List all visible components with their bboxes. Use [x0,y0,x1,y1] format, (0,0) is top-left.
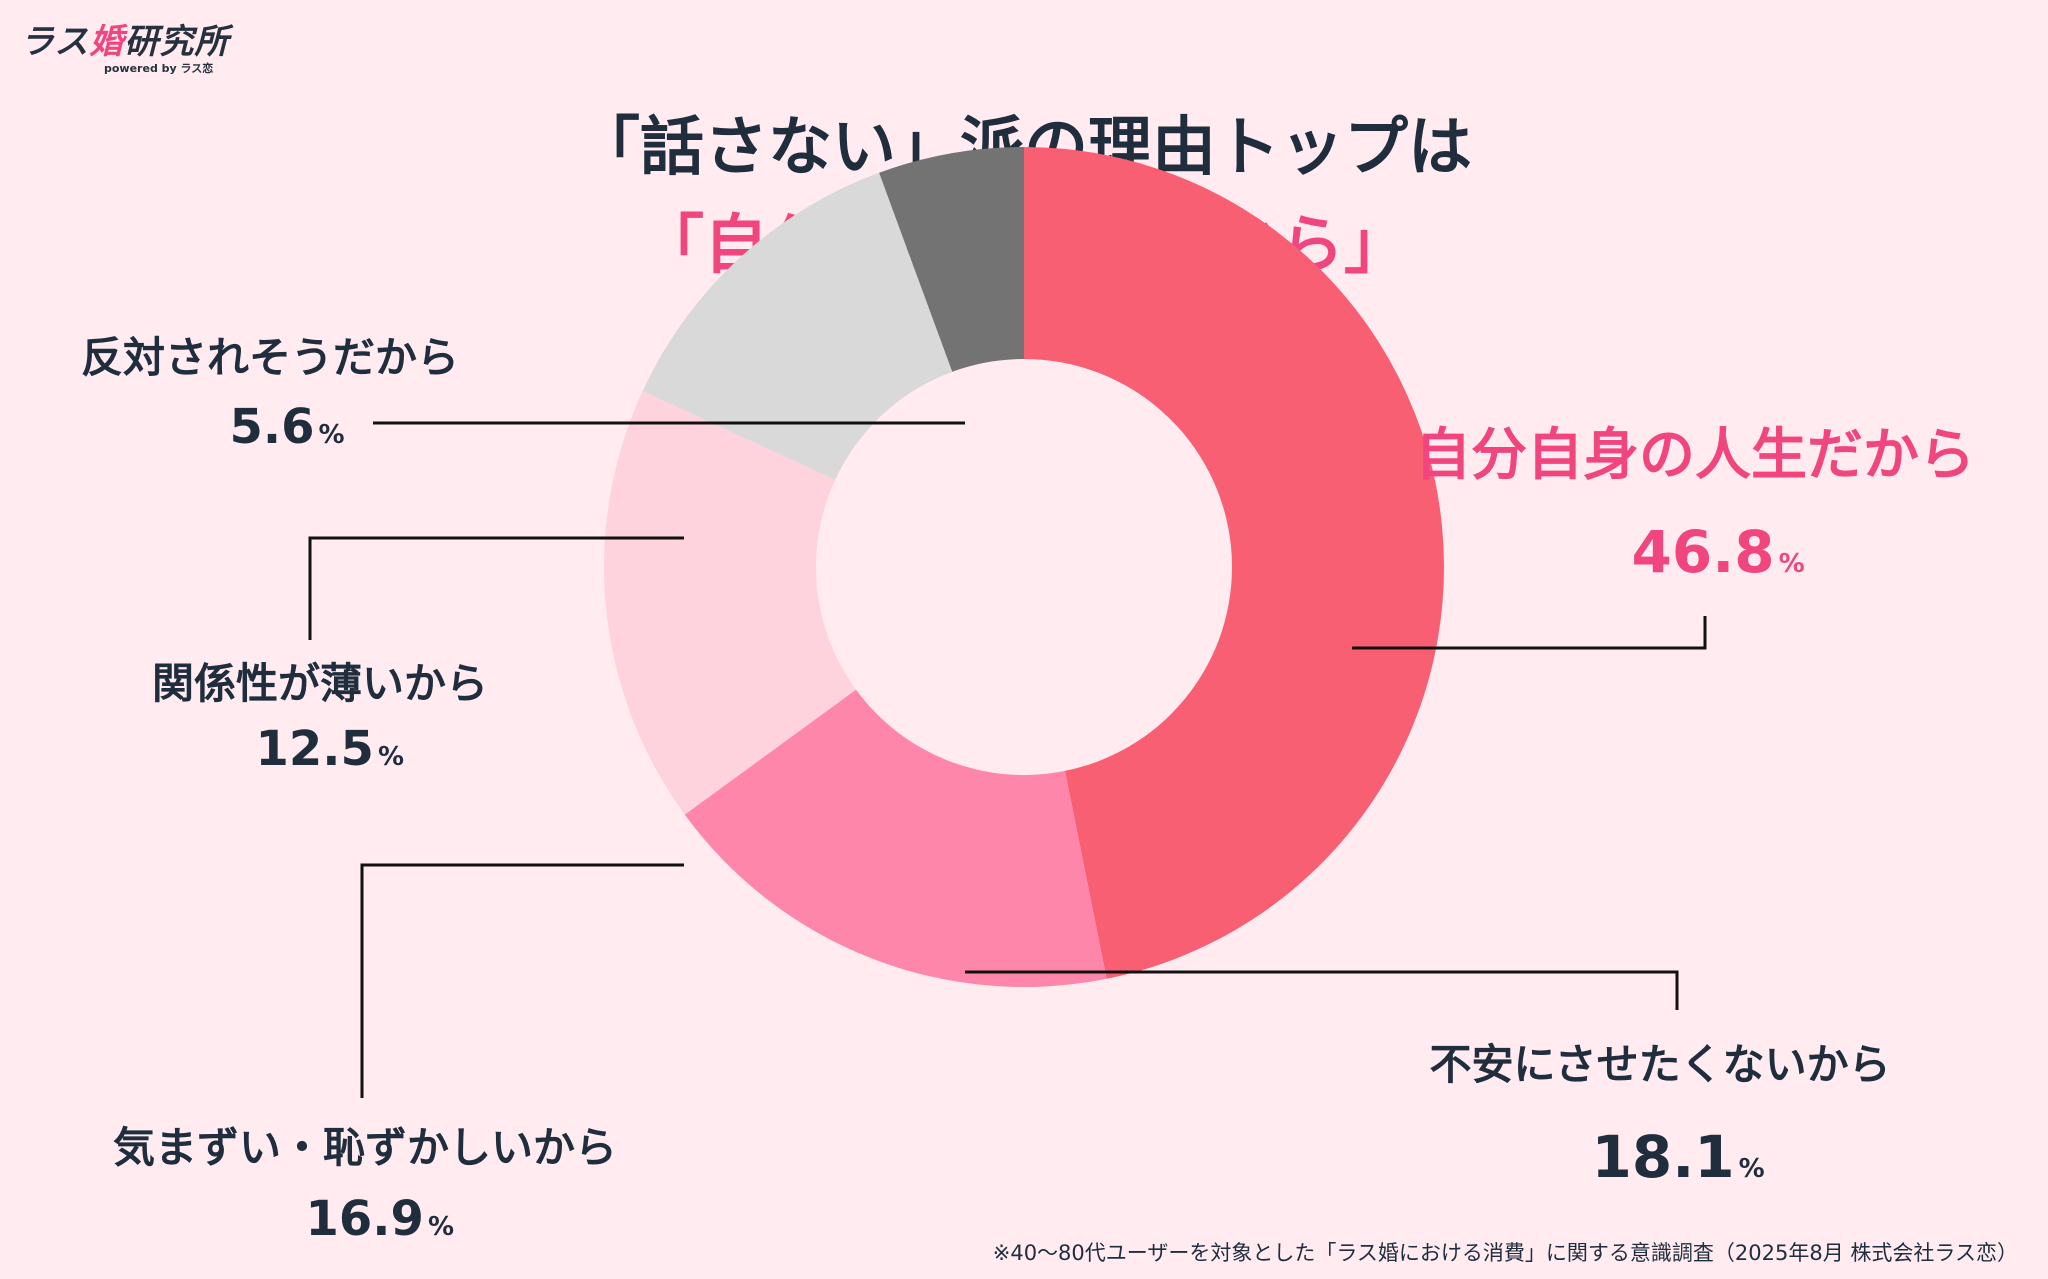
slice-value-number: 12.5 [255,721,374,777]
slice-value-unit: % [427,1212,454,1242]
slice-value-number: 5.6 [229,399,315,455]
slice-value-1: 46.8% [1632,518,1805,588]
slice-label-5: 反対されそうだから [81,333,460,382]
logo-tagline: powered by ラス恋 [104,62,214,75]
slice-value-5: 5.6% [230,399,345,457]
logo: ラス婚研究所 powered by ラス恋 [20,22,229,76]
slice-label-1: 自分自身の人生だから [1415,422,1975,488]
slice-value-number: 46.8 [1631,518,1775,586]
leader-line-1 [1352,616,1707,650]
logo-wordmark: ラス婚研究所 [20,22,230,62]
slice-value-unit: % [1738,1154,1765,1184]
leader-line-3 [360,863,684,1098]
slice-value-number: 18.1 [1591,1123,1735,1191]
slice-value-3: 16.9% [306,1191,455,1249]
donut-slice-5 [879,147,1024,372]
slice-label-3: 気まずい・恥ずかしいから [113,1123,618,1172]
footnote: ※40〜80代ユーザーを対象とした「ラス婚における消費」に関する意識調査（202… [992,1241,2018,1265]
slice-label-4: 関係性が薄いから [152,659,489,708]
slice-value-number: 16.9 [305,1191,424,1247]
leader-line-2 [965,970,1679,1010]
donut-slice-4 [642,172,953,480]
slice-label-2: 不安にさせたくないから [1429,1040,1891,1089]
slice-value-unit: % [1778,549,1805,579]
slice-value-unit: % [318,420,345,450]
slice-value-2: 18.1% [1592,1123,1765,1193]
donut-slice-1 [1024,147,1445,979]
donut-slice-2 [684,689,1107,988]
slice-value-unit: % [377,742,404,772]
slice-value-4: 12.5% [256,721,405,779]
donut-slice-3 [604,390,856,815]
leader-line-4 [308,536,684,640]
